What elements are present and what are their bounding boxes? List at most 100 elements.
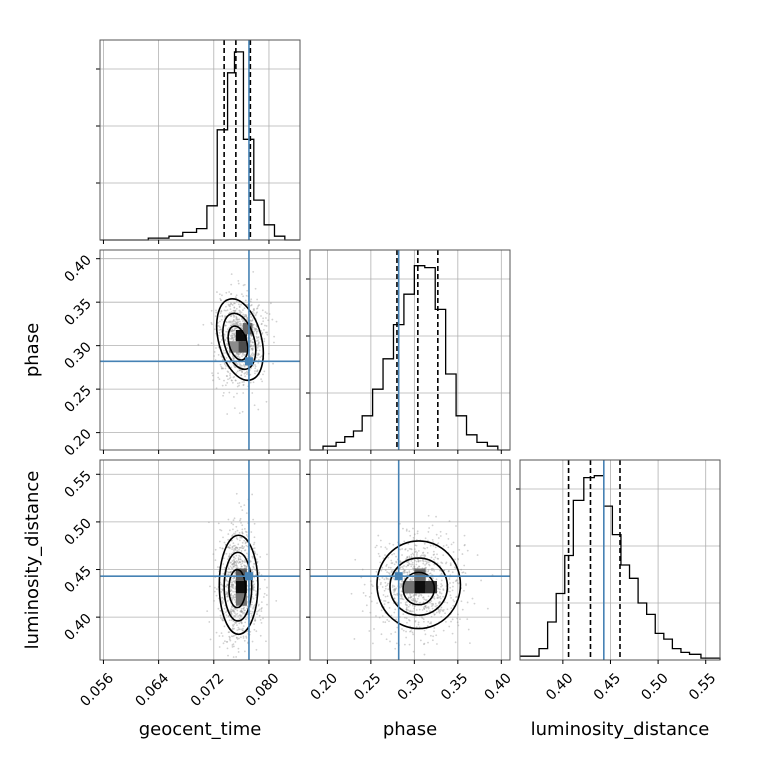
sample-point bbox=[239, 610, 242, 613]
sample-point bbox=[231, 585, 233, 588]
sample-point bbox=[418, 565, 421, 568]
sample-point bbox=[406, 600, 408, 603]
sample-point bbox=[221, 314, 224, 317]
sample-point bbox=[260, 355, 263, 357]
sample-point bbox=[227, 558, 229, 561]
sample-point bbox=[234, 593, 236, 596]
sample-point bbox=[243, 504, 246, 506]
sample-point bbox=[233, 302, 235, 305]
sample-point bbox=[222, 557, 225, 560]
sample-point bbox=[252, 308, 255, 311]
sample-point bbox=[234, 622, 237, 624]
sample-point bbox=[384, 595, 387, 598]
sample-point bbox=[238, 325, 240, 327]
sample-point bbox=[423, 629, 426, 632]
sample-point bbox=[428, 527, 431, 529]
sample-point bbox=[456, 582, 459, 584]
sample-point bbox=[422, 547, 425, 549]
sample-point bbox=[439, 588, 441, 591]
sample-point bbox=[416, 532, 419, 535]
sample-point bbox=[220, 597, 223, 599]
sample-point bbox=[219, 341, 222, 343]
sample-point bbox=[256, 343, 259, 346]
sample-point bbox=[232, 595, 235, 598]
sample-point bbox=[256, 311, 259, 314]
sample-point bbox=[254, 619, 257, 621]
sample-point bbox=[224, 585, 227, 588]
sample-point bbox=[250, 316, 253, 318]
sample-point bbox=[231, 597, 234, 600]
sample-point bbox=[261, 331, 264, 334]
sample-point bbox=[220, 299, 222, 302]
sample-point bbox=[462, 571, 465, 574]
sample-point bbox=[452, 599, 455, 601]
sample-point bbox=[377, 534, 380, 537]
sample-point bbox=[250, 347, 253, 350]
sample-point bbox=[235, 563, 238, 565]
sample-point bbox=[232, 609, 235, 612]
sample-point bbox=[243, 365, 246, 368]
sample-point bbox=[259, 587, 262, 590]
sample-point bbox=[218, 646, 221, 648]
sample-point bbox=[234, 379, 237, 382]
sample-point bbox=[417, 623, 420, 626]
sample-point bbox=[460, 568, 463, 571]
sample-point bbox=[225, 640, 228, 643]
sample-point bbox=[420, 594, 423, 597]
sample-point bbox=[407, 564, 410, 567]
sample-point bbox=[241, 509, 244, 512]
sample-point bbox=[401, 628, 403, 630]
sample-point bbox=[240, 610, 243, 613]
sample-point bbox=[409, 548, 412, 550]
sample-point bbox=[436, 557, 439, 560]
sample-point bbox=[231, 535, 233, 537]
sample-point bbox=[265, 640, 267, 643]
sample-point bbox=[436, 587, 439, 590]
sample-point bbox=[391, 570, 393, 572]
sample-point bbox=[235, 322, 237, 325]
sample-point bbox=[240, 607, 243, 610]
sample-point bbox=[241, 547, 244, 550]
sample-point bbox=[231, 598, 234, 601]
sample-point bbox=[245, 534, 248, 536]
sample-point bbox=[226, 370, 229, 373]
sample-point bbox=[455, 525, 457, 527]
sample-point bbox=[240, 550, 243, 552]
sample-point bbox=[431, 602, 434, 605]
sample-point bbox=[370, 583, 373, 586]
sample-point bbox=[227, 573, 229, 576]
sample-point bbox=[350, 592, 353, 595]
sample-point bbox=[431, 524, 434, 527]
sample-point bbox=[234, 596, 236, 599]
sample-point bbox=[229, 565, 232, 568]
sample-point bbox=[243, 315, 246, 318]
sample-point bbox=[435, 634, 438, 637]
sample-point bbox=[238, 323, 241, 325]
sample-point bbox=[404, 601, 407, 604]
sample-point bbox=[237, 324, 239, 327]
sample-point bbox=[237, 651, 240, 653]
sample-point bbox=[245, 294, 248, 297]
sample-point bbox=[237, 321, 239, 324]
sample-point bbox=[224, 384, 227, 387]
sample-point bbox=[232, 585, 234, 588]
sample-point bbox=[234, 615, 237, 618]
sample-point bbox=[408, 563, 411, 566]
sample-point bbox=[231, 624, 234, 627]
sample-point bbox=[433, 630, 435, 633]
panels-layer: 0.40 0.45 0.50 0.550.200.250.300.350.400.05… bbox=[61, 39, 721, 710]
sample-point bbox=[403, 540, 406, 543]
sample-point bbox=[239, 546, 242, 549]
sample-point bbox=[238, 309, 241, 312]
sample-point bbox=[260, 378, 263, 381]
sample-point bbox=[226, 347, 229, 349]
histogram-step-phase bbox=[310, 265, 510, 451]
sample-point bbox=[408, 556, 411, 559]
sample-point bbox=[438, 596, 440, 599]
sample-point bbox=[232, 323, 235, 326]
sample-point bbox=[257, 305, 259, 308]
sample-point bbox=[231, 584, 233, 587]
sample-point bbox=[244, 542, 247, 545]
sample-point bbox=[234, 586, 237, 588]
sample-point bbox=[251, 614, 253, 617]
